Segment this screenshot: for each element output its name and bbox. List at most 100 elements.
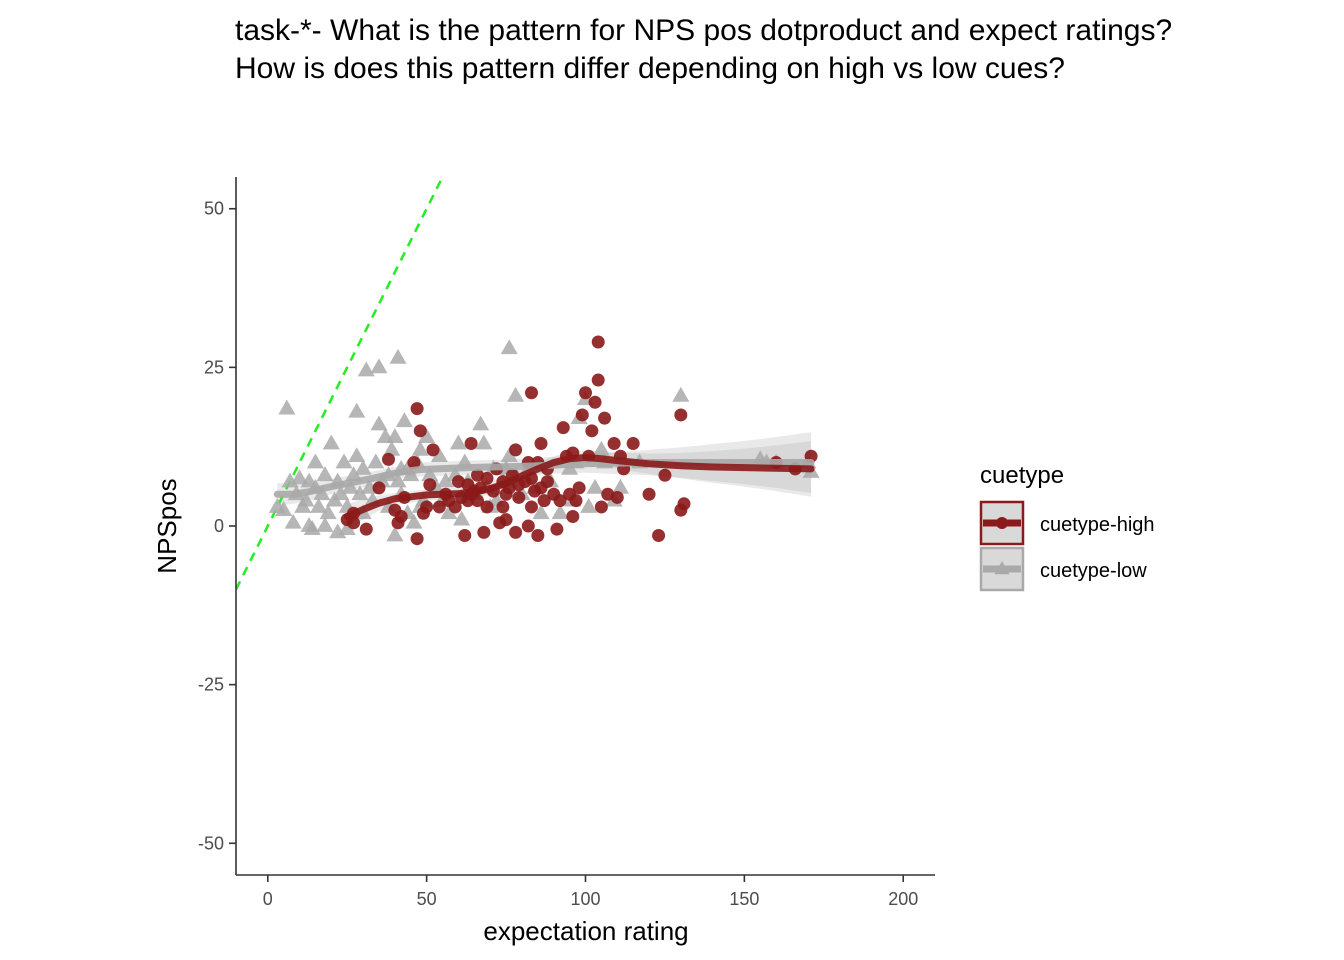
point-cuetype-low (370, 415, 388, 431)
point-cuetype-high (674, 408, 688, 422)
point-cuetype-high (413, 424, 427, 438)
point-cuetype-low (532, 504, 550, 520)
point-cuetype-high (410, 402, 424, 416)
point-cuetype-high (512, 490, 526, 504)
smooth-lines (273, 453, 815, 520)
point-cuetype-low (383, 440, 401, 456)
point-cuetype-high (658, 468, 672, 482)
y-ticks: -50 -25 0 25 50 (198, 199, 236, 853)
point-cuetype-high (509, 525, 523, 539)
x-tick-label: 150 (729, 889, 759, 909)
point-cuetype-high (477, 525, 491, 539)
point-cuetype-low (551, 504, 569, 520)
chart-title-line-2: How is does this pattern differ dependin… (235, 52, 1065, 85)
point-cuetype-low (389, 472, 407, 488)
legend-title: cuetype (980, 462, 1064, 489)
point-cuetype-high (347, 516, 361, 530)
point-cuetype-high (575, 408, 589, 422)
point-cuetype-high (407, 456, 421, 470)
point-cuetype-high (499, 513, 513, 527)
point-cuetype-low (357, 361, 375, 377)
point-cuetype-high (464, 437, 478, 451)
legend-items: cuetype-high cuetype-low (979, 500, 1155, 592)
point-cuetype-high (480, 500, 494, 514)
point-cuetype-low (580, 497, 598, 513)
point-cuetype-high (553, 494, 567, 508)
point-cuetype-low (338, 520, 356, 536)
point-cuetype-low (500, 339, 518, 355)
point-cuetype-low (592, 440, 610, 456)
point-cuetype-low (332, 485, 350, 501)
point-cuetype-low (418, 428, 436, 444)
y-tick-label: -50 (198, 833, 224, 853)
chart-title-line-1: task-*- What is the pattern for NPS pos … (235, 14, 1172, 47)
point-cuetype-high (677, 497, 691, 511)
point-cuetype-high (594, 500, 608, 514)
point-cuetype-low (367, 453, 385, 469)
point-cuetype-high (610, 490, 624, 504)
point-cuetype-high (642, 487, 656, 501)
point-cuetype-low (672, 386, 690, 402)
point-cuetype-low (395, 412, 413, 428)
point-cuetype-low (411, 440, 429, 456)
point-cuetype-low (335, 453, 353, 469)
point-cuetype-low (313, 485, 331, 501)
legend-label-cuetype-low: cuetype-low (1040, 560, 1147, 582)
point-cuetype-low (278, 399, 296, 415)
point-cuetype-high (531, 529, 545, 543)
point-cuetype-high (556, 421, 570, 435)
point-cuetype-high (598, 411, 612, 425)
x-tick-label: 200 (888, 889, 918, 909)
point-cuetype-high (591, 373, 605, 387)
x-tick-label: 100 (570, 889, 600, 909)
legend-item-cuetype-low: cuetype-low (979, 546, 1147, 592)
legend-label-cuetype-high: cuetype-high (1040, 514, 1155, 536)
point-cuetype-high (394, 509, 408, 523)
point-cuetype-high (382, 452, 396, 466)
x-tick-label: 0 (263, 889, 273, 909)
axes: 0 50 100 150 200 -50 -25 0 25 50 (198, 177, 935, 909)
plot-area (236, 177, 820, 591)
point-cuetype-low (586, 478, 604, 494)
point-cuetype-low (611, 478, 629, 494)
point-cuetype-low (351, 485, 369, 501)
point-cuetype-high (521, 519, 535, 533)
point-cuetype-high (524, 500, 538, 514)
point-cuetype-high (579, 386, 592, 400)
point-cuetype-low (370, 358, 388, 374)
point-cuetype-low (284, 513, 302, 529)
point-cuetype-high (566, 509, 580, 523)
point-cuetype-low (437, 472, 455, 488)
x-axis-label: expectation rating (483, 916, 688, 946)
point-cuetype-high (524, 386, 538, 400)
point-cuetype-high (534, 437, 548, 451)
point-cuetype-high (426, 443, 440, 457)
point-cuetype-low (348, 447, 366, 463)
point-cuetype-low (386, 428, 404, 444)
point-cuetype-low (319, 504, 337, 520)
point-cuetype-high (585, 424, 599, 438)
y-tick-label: -25 (198, 675, 224, 695)
y-tick-label: 25 (204, 357, 224, 377)
point-cuetype-high (420, 500, 434, 514)
point-cuetype-high (591, 335, 605, 349)
point-cuetype-low (354, 459, 372, 475)
point-cuetype-high (458, 529, 472, 543)
point-cuetype-low (348, 402, 366, 418)
point-cuetype-high (432, 500, 446, 514)
point-cuetype-high (410, 532, 424, 546)
point-cuetype-low (421, 466, 439, 482)
point-cuetype-low (475, 434, 493, 450)
point-cuetype-low (453, 510, 471, 526)
point-cuetype-high (448, 500, 462, 514)
point-cuetype-low (322, 434, 340, 450)
point-cuetype-high (588, 395, 602, 409)
point-cuetype-low (310, 497, 328, 513)
point-cuetype-high (372, 481, 386, 495)
point-cuetype-high (509, 443, 523, 457)
y-tick-label: 0 (214, 516, 224, 536)
point-cuetype-low (316, 517, 334, 532)
point-cuetype-low (306, 453, 324, 469)
point-cuetype-high (423, 478, 437, 492)
legend-key-marker (996, 517, 1008, 529)
